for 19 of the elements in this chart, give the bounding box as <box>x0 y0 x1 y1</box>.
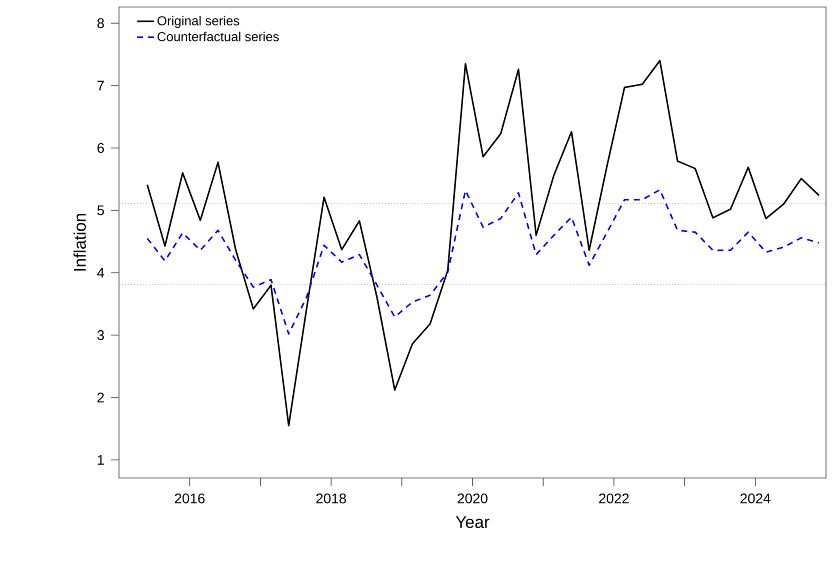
y-tick-label: 6 <box>97 143 104 153</box>
x-axis-title: Year <box>456 516 490 528</box>
line-series <box>146 188 820 335</box>
y-tick-label: 5 <box>97 205 104 216</box>
x-tick-label: 2022 <box>599 493 629 504</box>
x-tick-label: 2020 <box>458 493 488 504</box>
line-series <box>146 60 820 426</box>
x-tick-label: 2018 <box>316 493 346 504</box>
y-tick-label: 1 <box>98 455 104 465</box>
x-tick-label: 2016 <box>174 493 205 504</box>
y-axis-title: Inflation <box>73 214 86 271</box>
legend-label: Counterfactual series <box>158 32 279 42</box>
legend-label: Original series <box>158 16 240 28</box>
y-tick-label: 8 <box>97 18 104 28</box>
y-tick-label: 7 <box>98 80 104 90</box>
x-tick-label: 2024 <box>740 493 770 504</box>
y-tick-label: 4 <box>97 268 104 278</box>
y-tick-label: 2 <box>97 392 104 402</box>
y-tick-label: 3 <box>97 330 104 340</box>
